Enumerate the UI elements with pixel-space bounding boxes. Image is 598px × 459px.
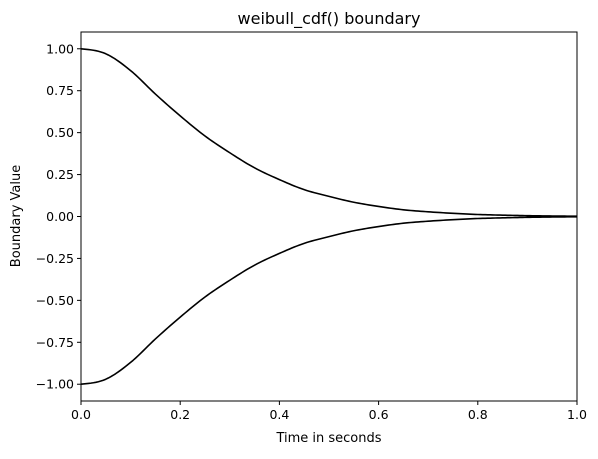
chart-title: weibull_cdf() boundary <box>238 9 421 29</box>
x-axis-label: Time in seconds <box>275 431 381 446</box>
series-line-1 <box>80 47 577 217</box>
y-tick-label: 0.75 <box>46 83 74 98</box>
x-tick-label: 0.4 <box>269 407 289 422</box>
y-tick-label: −1.00 <box>36 377 74 392</box>
x-tick-label: 0.0 <box>71 407 91 422</box>
plot-frame <box>80 31 578 402</box>
x-tick-label: 0.6 <box>369 407 389 422</box>
x-tick-label: 0.2 <box>170 407 190 422</box>
x-tick-label: 1.0 <box>567 407 587 422</box>
y-tick-label: 0.00 <box>46 209 74 224</box>
y-tick-label: 1.00 <box>46 41 74 56</box>
x-tick-label: 0.8 <box>468 407 488 422</box>
y-tick-label: −0.75 <box>36 335 74 350</box>
series-line-2 <box>80 216 577 386</box>
y-tick-label: 0.25 <box>46 167 74 182</box>
plot-layer <box>80 47 577 386</box>
y-axis-label: Boundary Value <box>9 165 24 267</box>
y-tick-label: −0.50 <box>36 293 74 308</box>
y-tick-label: −0.25 <box>36 251 74 266</box>
y-tick-label: 0.50 <box>46 125 74 140</box>
tick-layer: 0.0 0.2 0.4 0.6 0.8 1.0 −1.00 −0.75 −0.50 −0.25 0.… <box>36 41 587 422</box>
